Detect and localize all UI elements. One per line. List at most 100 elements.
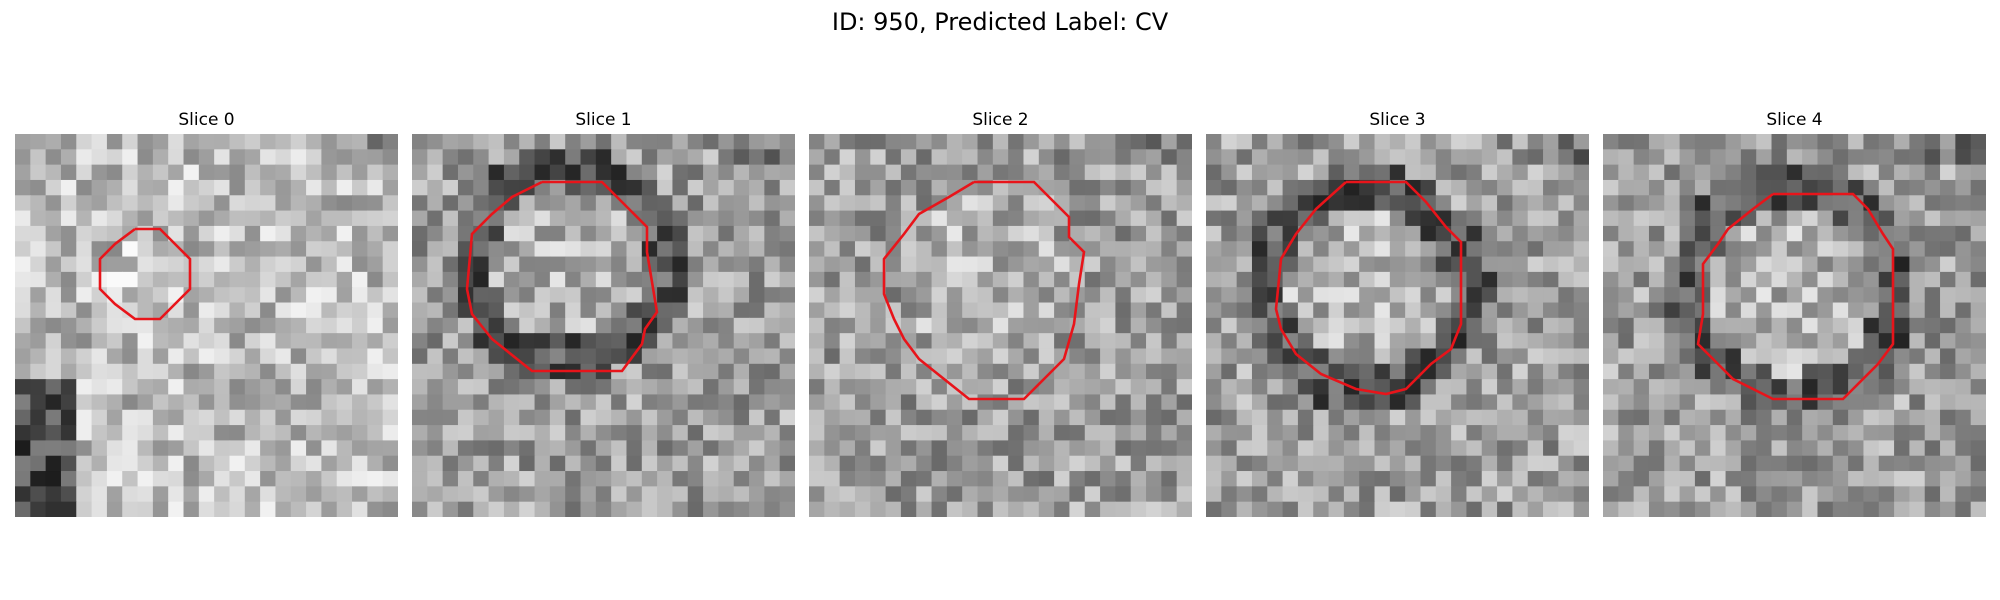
pixel <box>1100 394 1116 411</box>
pixel <box>900 471 917 487</box>
pixel <box>45 210 62 227</box>
pixel <box>45 394 62 411</box>
pixel <box>1420 348 1437 365</box>
pixel <box>15 379 31 396</box>
pixel <box>1740 271 1757 288</box>
pixel <box>1664 256 1681 273</box>
pixel <box>367 149 384 166</box>
pixel <box>824 225 841 242</box>
pixel <box>1878 425 1895 441</box>
pixel <box>946 149 963 166</box>
pixel <box>595 471 612 487</box>
pixel <box>1282 486 1299 503</box>
pixel <box>1497 348 1513 365</box>
pixel <box>321 134 338 150</box>
pixel <box>885 149 902 166</box>
pixel <box>1176 149 1192 166</box>
pixel <box>1679 256 1696 273</box>
pixel <box>900 317 917 334</box>
pixel <box>611 195 628 212</box>
pixel <box>60 471 77 487</box>
pixel <box>1251 363 1268 380</box>
pixel <box>1710 317 1727 334</box>
pixel <box>657 179 674 196</box>
pixel <box>1343 394 1360 411</box>
pixel <box>76 379 93 396</box>
pixel <box>916 501 933 517</box>
pixel <box>412 455 428 472</box>
pixel <box>549 333 566 350</box>
pixel <box>870 409 887 426</box>
pixel <box>1848 164 1865 181</box>
pixel <box>336 363 353 380</box>
pixel <box>1878 348 1895 365</box>
pixel <box>229 134 246 150</box>
pixel <box>580 379 597 396</box>
pixel <box>1069 164 1086 181</box>
pixel <box>1832 409 1849 426</box>
pixel <box>260 425 277 441</box>
pixel <box>1740 501 1757 517</box>
pixel <box>503 241 520 258</box>
pixel <box>854 333 871 350</box>
pixel <box>1282 363 1299 380</box>
pixel <box>229 195 246 212</box>
pixel <box>1069 363 1086 380</box>
pixel <box>152 287 169 304</box>
pixel <box>672 394 689 411</box>
pixel <box>229 256 246 273</box>
pixel <box>198 149 215 166</box>
pixel <box>1374 134 1391 150</box>
pixel <box>427 195 444 212</box>
pixel <box>1924 179 1941 196</box>
pixel <box>1236 363 1253 380</box>
pixel <box>198 256 215 273</box>
pixel <box>260 379 277 396</box>
pixel <box>900 241 917 258</box>
pixel <box>1374 317 1391 334</box>
pixel <box>214 164 231 181</box>
pixel <box>275 271 292 288</box>
pixel <box>1648 271 1665 288</box>
pixel <box>1771 134 1788 150</box>
pixel <box>1221 440 1238 457</box>
pixel <box>718 195 735 212</box>
pixel <box>1558 287 1575 304</box>
pixel <box>733 210 750 227</box>
pixel <box>1297 471 1314 487</box>
pixel <box>198 501 215 517</box>
pixel <box>1512 287 1529 304</box>
pixel <box>1940 348 1956 365</box>
pixel <box>1100 317 1116 334</box>
pixel <box>611 394 628 411</box>
pixel <box>641 210 658 227</box>
pixel <box>1161 501 1178 517</box>
pixel <box>672 195 689 212</box>
pixel <box>1558 455 1575 472</box>
pixel <box>1206 501 1222 517</box>
pixel <box>1146 241 1162 258</box>
pixel <box>1771 179 1788 196</box>
pixel <box>1725 302 1742 319</box>
pixel <box>1543 455 1559 472</box>
pixel <box>229 409 246 426</box>
pixel <box>1512 271 1529 288</box>
pixel <box>1023 134 1040 150</box>
pixel <box>1878 471 1895 487</box>
pixel <box>824 302 841 319</box>
pixel <box>1282 425 1299 441</box>
pixel <box>1100 164 1116 181</box>
pixel <box>122 333 139 350</box>
pixel <box>1146 317 1162 334</box>
pixel <box>824 409 841 426</box>
pixel <box>657 379 674 396</box>
pixel <box>962 241 979 258</box>
pixel <box>1802 471 1819 487</box>
pixel <box>824 394 841 411</box>
pixel <box>442 179 459 196</box>
pixel <box>595 179 612 196</box>
pixel <box>1236 179 1253 196</box>
pixel <box>1527 501 1544 517</box>
pixel <box>1679 179 1696 196</box>
pixel <box>1115 271 1132 288</box>
